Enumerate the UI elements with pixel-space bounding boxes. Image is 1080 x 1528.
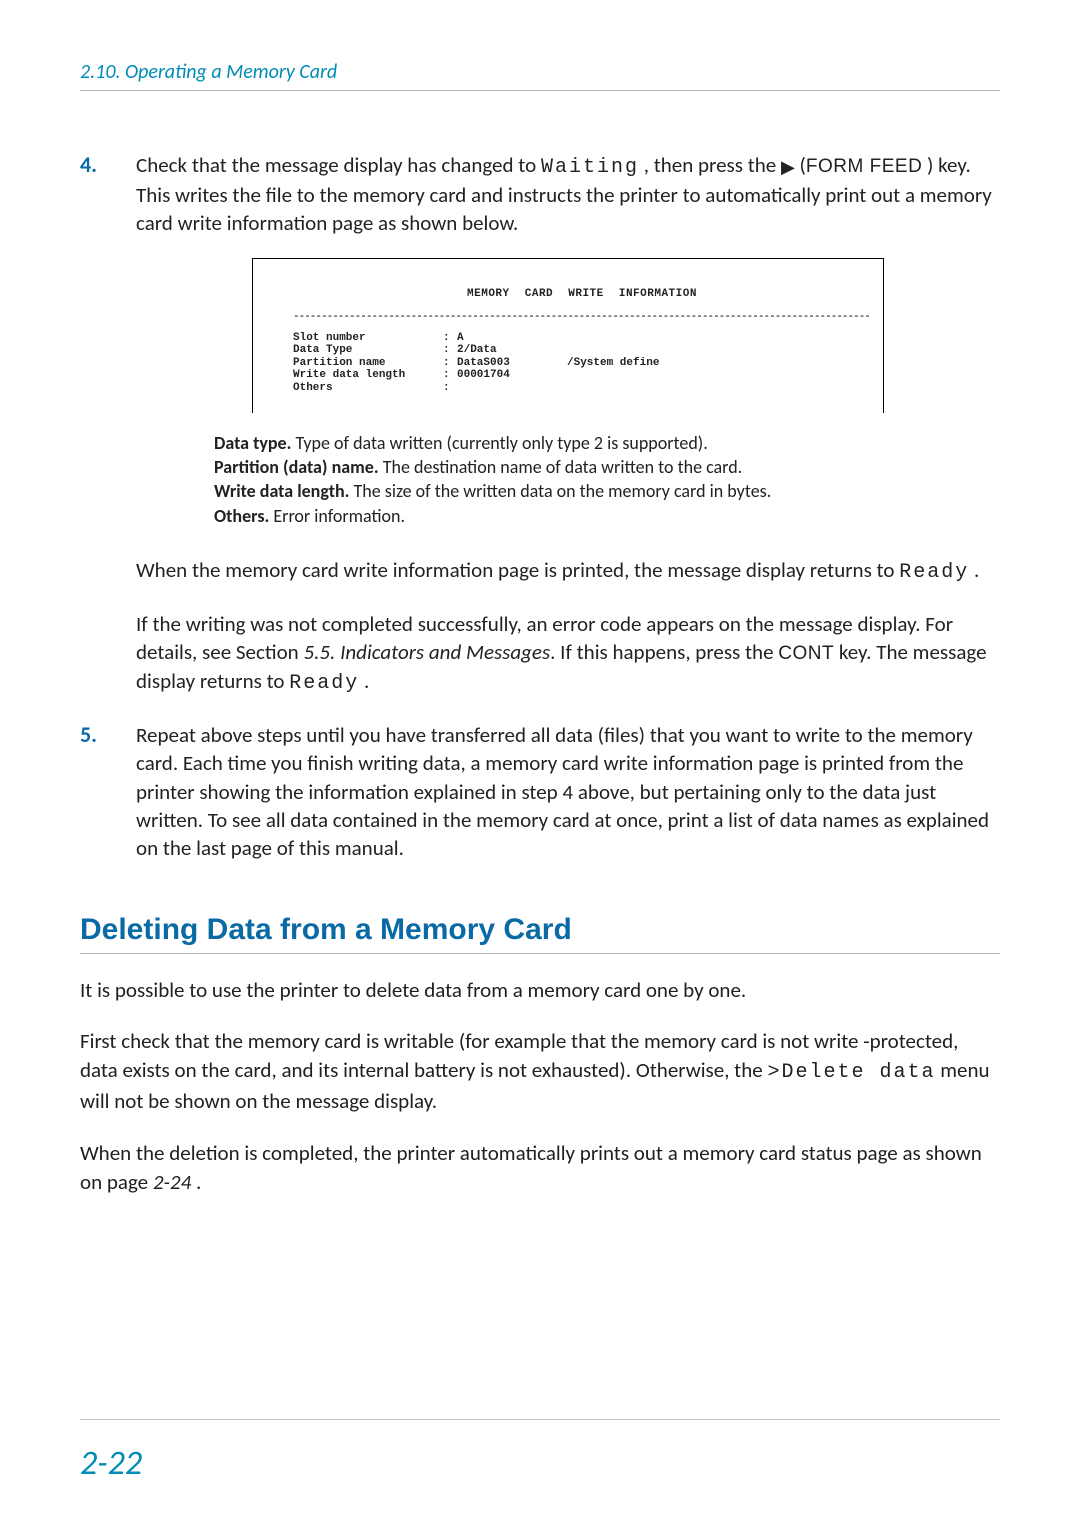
section-rule xyxy=(80,953,1000,954)
def-part-t: The destination name of data written to … xyxy=(379,456,743,478)
table-row: Data Type : 2/Data xyxy=(293,344,659,357)
running-head: 2.10. Operating a Memory Card xyxy=(80,60,1000,84)
fig-extra xyxy=(567,382,659,395)
step4-text-b: , then press the xyxy=(644,152,781,178)
section-heading: Deleting Data from a Memory Card xyxy=(80,913,1000,947)
sect-p3b: . xyxy=(191,1169,201,1195)
after-figure-para-2: If the writing was not completed success… xyxy=(136,610,1000,697)
table-row: Write data length : 00001704 xyxy=(293,369,659,382)
write-info-figure: MEMORY CARD WRITE INFORMATION ----------… xyxy=(252,258,884,413)
sect-p1: It is possible to use the printer to del… xyxy=(80,976,1000,1005)
section-body: It is possible to use the printer to del… xyxy=(80,976,1000,1198)
delete-data-menu-text: >Delete data xyxy=(767,1061,935,1084)
step-4-number: 4. xyxy=(80,151,108,178)
p2d: . xyxy=(359,668,369,694)
sect-p2: First check that the memory card is writ… xyxy=(80,1027,1000,1117)
fig-extra xyxy=(567,332,659,345)
fig-colon: : xyxy=(443,332,457,345)
step-5: 5. Repeat above steps until you have tra… xyxy=(80,721,1000,873)
fig-colon: : xyxy=(443,344,457,357)
sect-p3a: When the deletion is completed, the prin… xyxy=(80,1140,982,1195)
def-part-b: Partition (data) name. xyxy=(214,456,379,478)
fig-extra xyxy=(567,344,659,357)
fig-extra xyxy=(567,369,659,382)
fig-colon: : xyxy=(443,357,457,370)
step4-text-a: Check that the message display has chang… xyxy=(136,152,541,178)
def-len-t: The size of the written data on the memo… xyxy=(349,480,771,502)
fig-label: Partition name xyxy=(293,357,443,370)
page-ref: 2-24 xyxy=(153,1169,191,1195)
step-5-body: Repeat above steps until you have transf… xyxy=(136,721,1000,873)
section-ref: 5.5. Indicators and Messages xyxy=(303,639,550,665)
fig-extra: /System define xyxy=(567,357,659,370)
cont-keycap: CONT xyxy=(778,643,834,664)
fig-colon: : xyxy=(443,382,457,395)
def-oth-t: Error information. xyxy=(269,505,405,527)
fig-colon: : xyxy=(443,369,457,382)
ready-display-text-2: Ready xyxy=(289,672,359,695)
fig-label: Write data length xyxy=(293,369,443,382)
page-number: 2-22 xyxy=(80,1443,142,1484)
fig-value: 2/Data xyxy=(457,344,567,357)
fig-value: DataS003 xyxy=(457,357,567,370)
table-row: Others : xyxy=(293,382,659,395)
fig-value: 00001704 xyxy=(457,369,567,382)
step-4-body: Check that the message display has chang… xyxy=(136,151,1000,721)
triangle-right-icon: ▶ xyxy=(781,155,795,179)
figure-title: MEMORY CARD WRITE INFORMATION xyxy=(293,287,871,302)
definitions-block: Data type. Type of data written (current… xyxy=(136,431,1000,528)
step-4: 4. Check that the message display has ch… xyxy=(80,151,1000,721)
p1b: . xyxy=(969,557,979,583)
table-row: Partition name : DataS003 /System define xyxy=(293,357,659,370)
step5-text: Repeat above steps until you have transf… xyxy=(136,721,1000,863)
fig-value: A xyxy=(457,332,567,345)
fig-value xyxy=(457,382,567,395)
p2b: . If this happens, press the xyxy=(550,639,778,665)
figure-hr: ----------------------------------------… xyxy=(293,312,871,322)
fig-label: Data Type xyxy=(293,344,443,357)
p1a: When the memory card write information p… xyxy=(136,557,899,583)
sect-p3: When the deletion is completed, the prin… xyxy=(80,1139,1000,1198)
footer-rule xyxy=(80,1419,1000,1420)
def-len-b: Write data length. xyxy=(214,480,349,502)
form-feed-keycap: FORM FEED xyxy=(806,156,922,177)
step-5-number: 5. xyxy=(80,721,108,748)
table-row: Slot number : A xyxy=(293,332,659,345)
def-datatype-b: Data type. xyxy=(214,432,291,454)
def-oth-b: Others. xyxy=(214,505,269,527)
waiting-display-text: Waiting xyxy=(541,156,639,179)
figure-wrap: MEMORY CARD WRITE INFORMATION ----------… xyxy=(136,258,1000,413)
def-datatype-t: Type of data written (currently only typ… xyxy=(291,432,707,454)
ready-display-text: Ready xyxy=(899,561,969,584)
fig-label: Others xyxy=(293,382,443,395)
head-rule xyxy=(80,90,1000,91)
fig-label: Slot number xyxy=(293,332,443,345)
after-figure-para-1: When the memory card write information p… xyxy=(136,556,1000,586)
figure-table: Slot number : A Data Type : 2/Data xyxy=(293,332,659,395)
